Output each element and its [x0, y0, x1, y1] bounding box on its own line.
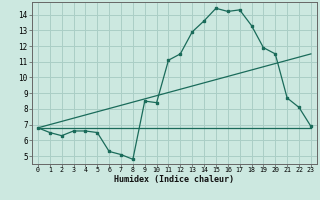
X-axis label: Humidex (Indice chaleur): Humidex (Indice chaleur)	[115, 175, 234, 184]
